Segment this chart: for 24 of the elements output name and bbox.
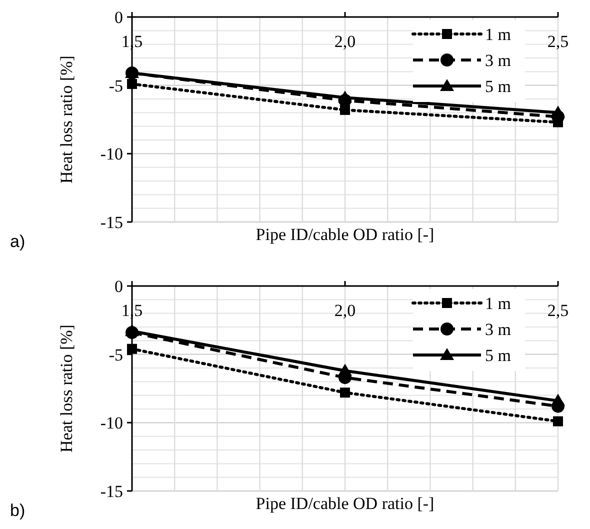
legend-label: 5 m [485, 346, 511, 365]
x-axis-title: Pipe ID/cable OD ratio [-] [256, 225, 434, 244]
y-tick-label: -10 [100, 414, 123, 433]
y-tick-label: -5 [108, 76, 123, 96]
y-axis-title: Heat loss ratio [%] [57, 324, 76, 452]
y-tick-label: 0 [114, 276, 123, 296]
x-tick-label: 2,0 [334, 32, 356, 51]
y-tick-label: -5 [108, 345, 123, 364]
x-tick-label: 2,5 [547, 32, 569, 51]
legend-label: 3 m [485, 50, 511, 70]
x-tick-label: 2,5 [547, 301, 569, 320]
x-tick-label: 2,0 [334, 301, 356, 320]
x-axis-title: Pipe ID/cable OD ratio [-] [256, 494, 434, 513]
text: b) [10, 501, 26, 520]
y-tick-label: 0 [114, 8, 123, 27]
text: a) [10, 232, 26, 251]
legend-label: 1 m [485, 24, 511, 44]
legend-label: 3 m [485, 320, 511, 339]
y-axis-title: Heat loss ratio [%] [57, 56, 76, 184]
legend-label: 5 m [485, 76, 511, 96]
legend-label: 1 m [485, 294, 511, 313]
y-tick-label: -15 [100, 482, 123, 501]
y-tick-label: -15 [100, 212, 123, 232]
y-tick-label: -10 [100, 144, 123, 164]
